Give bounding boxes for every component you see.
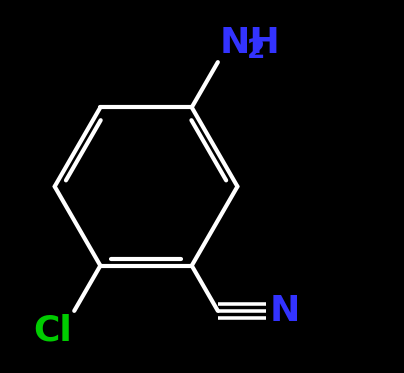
Text: Cl: Cl <box>34 314 72 348</box>
Text: NH: NH <box>220 26 280 60</box>
Text: N: N <box>269 294 300 328</box>
Text: 2: 2 <box>246 38 265 64</box>
